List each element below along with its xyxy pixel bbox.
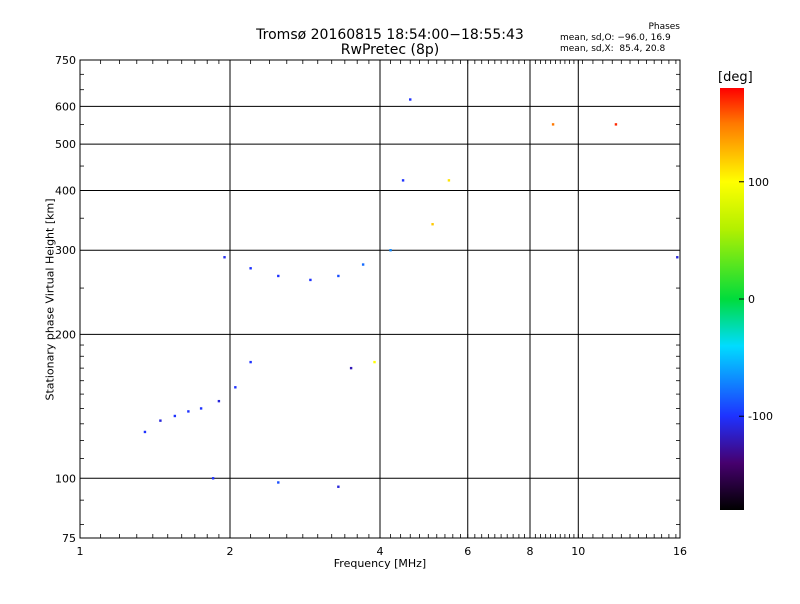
y-tick-label: 500: [55, 138, 76, 151]
trace-point: [249, 360, 252, 364]
trace-point: [277, 274, 280, 278]
x-tick-label: 1: [77, 545, 84, 558]
trace-point: [249, 267, 252, 270]
trace-point: [447, 179, 451, 182]
trace-point: [373, 360, 376, 364]
y-tick-label: 100: [55, 472, 76, 485]
trace-point: [337, 485, 340, 488]
colorbar-tick-label: -100: [748, 410, 773, 423]
x-tick-label: 4: [377, 545, 384, 558]
trace-point: [614, 123, 618, 126]
x-tick-label: 6: [464, 545, 471, 558]
trace-point: [349, 366, 353, 370]
trace-point: [187, 410, 190, 413]
trace-point: [211, 477, 215, 480]
trace-point: [551, 123, 555, 126]
trace-point: [309, 278, 312, 282]
trace-point: [409, 98, 412, 101]
x-tick-label: 8: [527, 545, 534, 558]
trace-point: [389, 249, 392, 252]
y-tick-label: 750: [55, 54, 76, 67]
colorbar-tick-label: 0: [748, 293, 755, 306]
trace-point: [217, 399, 221, 403]
x-tick-label: 2: [227, 545, 234, 558]
trace-point: [401, 179, 405, 182]
trace-point: [159, 419, 162, 422]
y-tick-label: 75: [62, 532, 76, 545]
trace-point: [234, 386, 237, 389]
y-tick-label: 600: [55, 100, 76, 113]
y-tick-label: 300: [55, 244, 76, 257]
y-tick-label: 400: [55, 184, 76, 197]
trace-point: [173, 414, 177, 418]
trace-point: [143, 430, 147, 434]
x-tick-label: 16: [673, 545, 687, 558]
x-tick-label: 10: [571, 545, 585, 558]
trace-point: [431, 223, 434, 226]
trace-point: [676, 256, 679, 259]
trace-point: [361, 263, 365, 266]
trace-point: [277, 481, 280, 484]
trace-point: [223, 256, 226, 259]
trace-point: [337, 274, 340, 278]
colorbar-tick-label: 100: [748, 176, 769, 189]
trace-point: [199, 407, 203, 410]
y-tick-label: 200: [55, 328, 76, 341]
